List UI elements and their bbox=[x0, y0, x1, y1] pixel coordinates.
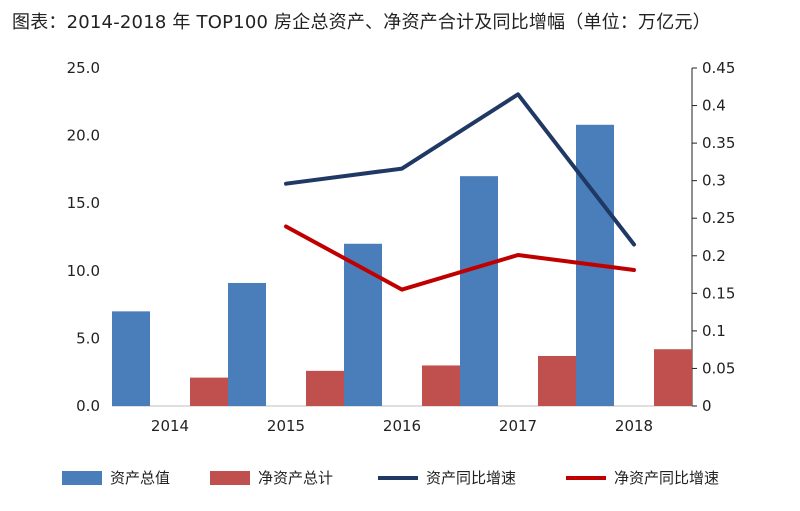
asset-growth-line bbox=[284, 92, 636, 247]
legend-bar-swatch bbox=[62, 471, 102, 485]
right-tick-label: 0.1 bbox=[702, 322, 726, 340]
x-tick-label: 2017 bbox=[499, 417, 537, 435]
net-asset-growth-line bbox=[284, 224, 636, 292]
legend: 资产总值 净资产总计 资产同比增速 净资产同比增速 bbox=[62, 469, 719, 487]
net-assets-bar bbox=[422, 365, 460, 406]
axes: 0.0 5.0 10.0 15.0 20.0 25.0 0 0.05 0.1 0.15 0.2 0.2… bbox=[67, 59, 736, 435]
right-tick-label: 0.15 bbox=[702, 284, 735, 302]
right-tick-label: 0.2 bbox=[702, 247, 726, 265]
x-tick-label: 2018 bbox=[615, 417, 653, 435]
bars bbox=[112, 124, 692, 406]
right-tick-label: 0.25 bbox=[702, 209, 735, 227]
left-tick-label: 0.0 bbox=[76, 397, 100, 415]
total-assets-bar bbox=[460, 176, 498, 406]
net-assets-bar bbox=[538, 355, 576, 406]
total-assets-bar bbox=[112, 311, 150, 406]
legend-label: 资产同比增速 bbox=[426, 469, 516, 487]
total-assets-bar bbox=[344, 243, 382, 406]
right-tick-label: 0.05 bbox=[702, 359, 735, 377]
left-tick-label: 5.0 bbox=[76, 329, 100, 347]
legend-label: 净资产同比增速 bbox=[614, 469, 719, 487]
lines bbox=[284, 92, 636, 292]
x-tick-label: 2016 bbox=[383, 417, 421, 435]
x-tick-label: 2014 bbox=[151, 417, 189, 435]
legend-label: 资产总值 bbox=[110, 469, 170, 487]
net-assets-bar bbox=[190, 377, 228, 406]
legend-label: 净资产总计 bbox=[258, 469, 333, 487]
right-tick-label: 0.3 bbox=[702, 172, 726, 190]
net-assets-bar bbox=[306, 370, 344, 406]
net-assets-bar bbox=[654, 349, 692, 406]
total-assets-bar bbox=[228, 282, 266, 406]
chart-title: 图表：2014-2018 年 TOP100 房企总资产、净资产合计及同比增幅（单… bbox=[12, 12, 711, 33]
right-tick-label: 0.45 bbox=[702, 59, 735, 77]
left-tick-label: 20.0 bbox=[67, 127, 100, 145]
left-tick-label: 15.0 bbox=[67, 194, 100, 212]
right-tick-label: 0.4 bbox=[702, 97, 726, 115]
right-tick-label: 0 bbox=[702, 397, 712, 415]
right-tick-label: 0.35 bbox=[702, 134, 735, 152]
left-tick-label: 10.0 bbox=[67, 262, 100, 280]
legend-bar-swatch bbox=[210, 471, 250, 485]
x-tick-label: 2015 bbox=[267, 417, 305, 435]
left-tick-label: 25.0 bbox=[67, 59, 100, 77]
